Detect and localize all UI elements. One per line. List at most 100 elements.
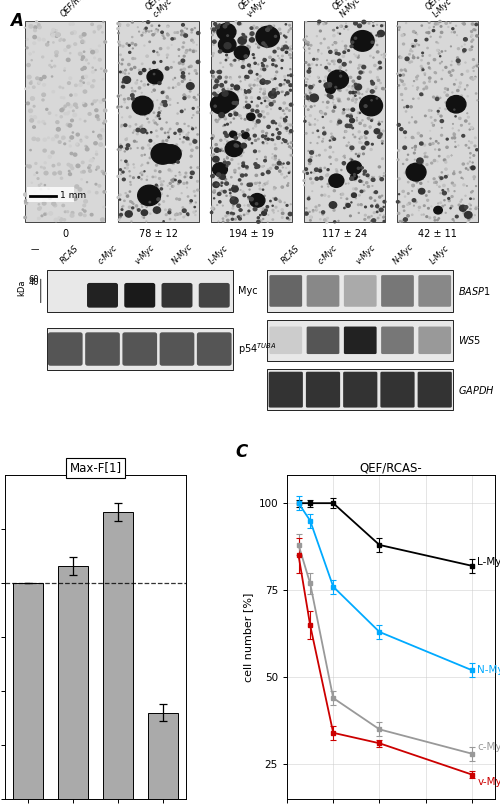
- Circle shape: [266, 97, 267, 98]
- Circle shape: [472, 67, 474, 69]
- Circle shape: [95, 109, 98, 111]
- Circle shape: [134, 58, 136, 59]
- Circle shape: [66, 123, 70, 126]
- Circle shape: [192, 50, 194, 52]
- Circle shape: [442, 185, 445, 186]
- Circle shape: [354, 136, 356, 138]
- Circle shape: [194, 139, 195, 140]
- Circle shape: [234, 172, 235, 173]
- Circle shape: [372, 44, 374, 45]
- Circle shape: [224, 118, 226, 119]
- Circle shape: [427, 199, 428, 201]
- Circle shape: [382, 216, 384, 218]
- Circle shape: [190, 155, 192, 157]
- Circle shape: [274, 198, 277, 200]
- Circle shape: [328, 70, 330, 71]
- Circle shape: [35, 162, 37, 165]
- Circle shape: [250, 27, 253, 29]
- Circle shape: [127, 194, 128, 195]
- Circle shape: [194, 27, 196, 28]
- Circle shape: [426, 86, 428, 88]
- Circle shape: [162, 140, 164, 142]
- Circle shape: [218, 201, 221, 203]
- Circle shape: [376, 51, 379, 53]
- Circle shape: [52, 138, 54, 140]
- FancyBboxPatch shape: [418, 372, 452, 408]
- Circle shape: [211, 154, 214, 157]
- Circle shape: [286, 217, 288, 219]
- Circle shape: [338, 120, 342, 123]
- Circle shape: [264, 44, 265, 45]
- Circle shape: [156, 158, 158, 160]
- Circle shape: [232, 218, 234, 220]
- Circle shape: [168, 137, 170, 138]
- Circle shape: [212, 135, 214, 136]
- Circle shape: [30, 115, 32, 118]
- Circle shape: [224, 161, 226, 164]
- Circle shape: [26, 165, 29, 167]
- Circle shape: [476, 65, 478, 67]
- Circle shape: [38, 185, 40, 186]
- Circle shape: [246, 97, 247, 98]
- Circle shape: [236, 132, 238, 133]
- Circle shape: [305, 98, 307, 99]
- Circle shape: [125, 139, 127, 140]
- Circle shape: [362, 65, 366, 69]
- Circle shape: [154, 176, 156, 178]
- Circle shape: [368, 118, 370, 120]
- Circle shape: [247, 45, 248, 46]
- Circle shape: [425, 87, 428, 89]
- Circle shape: [122, 171, 124, 173]
- Circle shape: [472, 78, 474, 80]
- Circle shape: [242, 165, 245, 167]
- Circle shape: [400, 128, 403, 131]
- Circle shape: [331, 136, 334, 138]
- Circle shape: [412, 185, 414, 186]
- Circle shape: [212, 77, 214, 79]
- Circle shape: [278, 28, 280, 30]
- Circle shape: [74, 153, 77, 156]
- Circle shape: [64, 112, 66, 115]
- Circle shape: [272, 139, 274, 140]
- Circle shape: [445, 66, 447, 69]
- Circle shape: [270, 200, 271, 202]
- Circle shape: [429, 55, 430, 56]
- Circle shape: [258, 79, 260, 82]
- Circle shape: [160, 144, 181, 163]
- Circle shape: [183, 32, 185, 34]
- Circle shape: [273, 41, 276, 43]
- Circle shape: [254, 150, 256, 153]
- Circle shape: [434, 217, 436, 218]
- Circle shape: [59, 40, 61, 41]
- Circle shape: [471, 166, 475, 169]
- Circle shape: [227, 88, 229, 90]
- Circle shape: [52, 202, 56, 205]
- Circle shape: [88, 63, 89, 64]
- Circle shape: [51, 31, 53, 34]
- Circle shape: [320, 111, 322, 113]
- Circle shape: [420, 142, 423, 145]
- Circle shape: [470, 208, 471, 210]
- Circle shape: [279, 84, 282, 86]
- Circle shape: [122, 178, 126, 181]
- Circle shape: [380, 25, 382, 27]
- Circle shape: [453, 184, 456, 186]
- Circle shape: [340, 194, 342, 195]
- Circle shape: [258, 220, 261, 221]
- Circle shape: [240, 23, 242, 25]
- Circle shape: [138, 69, 140, 71]
- Circle shape: [189, 86, 191, 87]
- Circle shape: [247, 113, 255, 120]
- Circle shape: [32, 137, 35, 140]
- Circle shape: [288, 47, 290, 48]
- Circle shape: [322, 211, 324, 214]
- Circle shape: [412, 98, 414, 99]
- Circle shape: [266, 132, 268, 134]
- Circle shape: [334, 42, 337, 44]
- Circle shape: [446, 94, 448, 96]
- Circle shape: [414, 145, 416, 147]
- FancyBboxPatch shape: [48, 332, 82, 366]
- Circle shape: [262, 79, 264, 81]
- Circle shape: [310, 96, 312, 97]
- Circle shape: [245, 174, 247, 176]
